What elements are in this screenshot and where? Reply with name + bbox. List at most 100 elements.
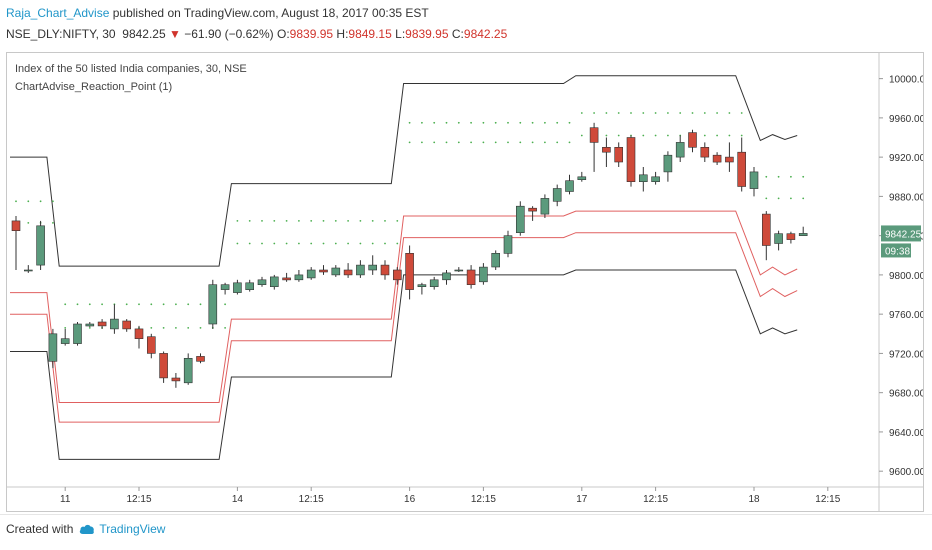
candle[interactable] (208, 279, 218, 329)
reaction-dot (728, 112, 731, 114)
tradingview-brand[interactable]: TradingView (79, 522, 165, 536)
chart-frame[interactable]: 10000.009960.009920.009880.009840.009800… (6, 52, 931, 512)
candle[interactable] (725, 142, 734, 172)
candle-body (331, 267, 341, 276)
candle[interactable] (48, 328, 58, 369)
candle[interactable] (749, 167, 759, 197)
price-chart[interactable]: 10000.009960.009920.009880.009840.009800… (7, 53, 931, 511)
reaction-dot (101, 303, 103, 306)
candle[interactable] (220, 282, 230, 295)
candle[interactable] (282, 272, 291, 282)
candle[interactable] (577, 171, 587, 182)
candle[interactable] (356, 260, 365, 278)
candle-body (528, 207, 537, 212)
candle[interactable] (626, 135, 636, 187)
price-tick-label: 9640.00 (889, 428, 923, 439)
reaction-dot (236, 242, 239, 245)
candle[interactable] (73, 322, 82, 346)
candle[interactable] (528, 206, 537, 221)
time-tick-label: 18 (748, 494, 760, 505)
candle[interactable] (540, 194, 550, 218)
candle[interactable] (134, 325, 144, 349)
candle[interactable] (122, 319, 131, 332)
candle[interactable] (688, 129, 697, 153)
candle-body (675, 142, 685, 158)
candle-body (147, 336, 156, 354)
low-value: 9839.95 (405, 27, 449, 41)
candle[interactable] (602, 137, 611, 168)
reaction-dot (777, 197, 780, 200)
candle[interactable] (638, 167, 648, 192)
countdown-tag: 09:38 (885, 246, 910, 257)
candle[interactable] (269, 274, 279, 290)
candle[interactable] (737, 137, 747, 192)
candle-body (245, 282, 254, 291)
candle[interactable] (798, 226, 808, 236)
candle[interactable] (60, 328, 70, 346)
candle[interactable] (380, 260, 390, 280)
candle[interactable] (392, 267, 402, 285)
candle[interactable] (405, 245, 414, 300)
reaction-dot (285, 220, 288, 222)
candle[interactable] (171, 373, 181, 388)
pivot-line-red-upper (10, 210, 798, 403)
candle[interactable] (233, 279, 242, 295)
candle[interactable] (552, 184, 562, 207)
candle-body (294, 274, 304, 281)
candle[interactable] (331, 265, 341, 277)
reaction-dot (470, 121, 472, 124)
candle-body (392, 269, 402, 281)
candle[interactable] (515, 201, 525, 236)
time-tick-label: 12:15 (126, 494, 151, 505)
candle[interactable] (417, 282, 427, 295)
candle[interactable] (183, 353, 193, 385)
candle[interactable] (675, 135, 685, 163)
reaction-dot (408, 121, 411, 124)
candle[interactable] (479, 263, 488, 285)
candle[interactable] (343, 263, 353, 278)
candle[interactable] (503, 230, 513, 258)
candle-body (122, 320, 131, 330)
candle[interactable] (589, 122, 599, 172)
candles-group (11, 122, 808, 388)
reaction-dot (802, 175, 805, 178)
candle[interactable] (368, 255, 378, 275)
candle[interactable] (491, 250, 501, 270)
candle[interactable] (147, 333, 156, 359)
candle[interactable] (11, 216, 21, 270)
candle[interactable] (319, 265, 328, 275)
candle[interactable] (565, 174, 574, 195)
candle[interactable] (306, 267, 316, 280)
candle[interactable] (663, 151, 673, 182)
candle[interactable] (429, 276, 439, 290)
candle[interactable] (712, 152, 722, 165)
candle[interactable] (454, 267, 464, 272)
reaction-dot (531, 121, 534, 124)
candle[interactable] (85, 322, 95, 327)
candle[interactable] (23, 265, 33, 273)
reaction-dot (605, 134, 608, 137)
candle[interactable] (442, 270, 451, 285)
candle[interactable] (257, 276, 267, 287)
candle-body (48, 333, 58, 362)
candle[interactable] (774, 230, 783, 251)
candle[interactable] (294, 270, 304, 282)
candle[interactable] (97, 319, 107, 329)
time-axis[interactable]: 11 12:15 14 12:15 16 12:15 17 12:15 18 12:15 (60, 487, 841, 505)
candle-body (515, 205, 525, 233)
candle[interactable] (651, 171, 660, 185)
author-link[interactable]: Raja_Chart_Advise (6, 6, 110, 20)
candle[interactable] (245, 279, 254, 292)
candle[interactable] (159, 351, 168, 383)
price-axis[interactable]: 10000.009960.009920.009880.009840.009800… (879, 75, 931, 479)
candle[interactable] (466, 265, 476, 289)
candle[interactable] (614, 142, 624, 167)
candle[interactable] (761, 211, 771, 261)
candle[interactable] (700, 142, 710, 162)
candle[interactable] (110, 304, 119, 334)
candle[interactable] (786, 231, 796, 244)
reaction-dot (457, 141, 460, 144)
price-tick-label: 9600.00 (889, 467, 923, 478)
candle[interactable] (196, 353, 205, 364)
candle[interactable] (36, 220, 45, 270)
